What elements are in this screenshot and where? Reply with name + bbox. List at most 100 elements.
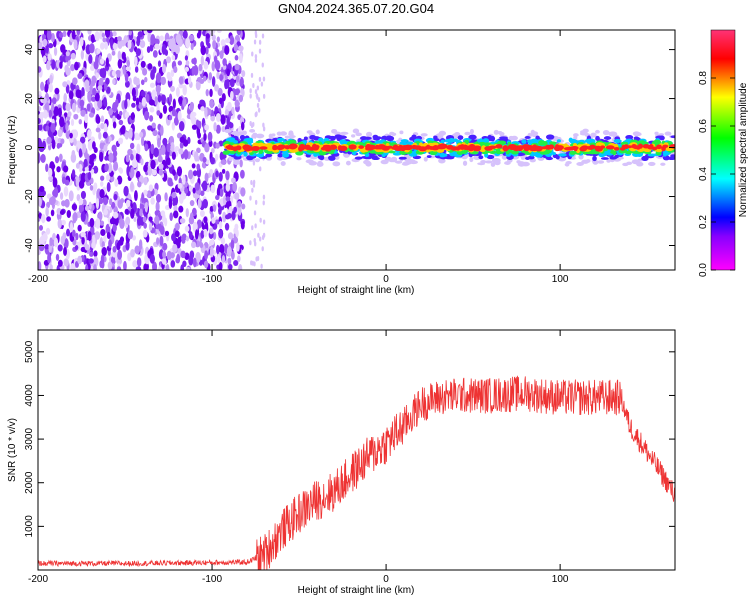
noise-cell bbox=[231, 106, 235, 115]
noise-cell bbox=[190, 42, 194, 51]
signal-cell bbox=[416, 138, 422, 142]
noise-cell bbox=[136, 257, 142, 267]
signal-cell bbox=[517, 153, 523, 157]
noise-cell bbox=[104, 41, 109, 50]
signal-cell bbox=[501, 154, 508, 160]
signal-cell bbox=[446, 155, 455, 160]
signal-cell bbox=[521, 161, 530, 167]
noise-cell bbox=[203, 228, 208, 238]
noise-cell bbox=[249, 195, 252, 201]
noise-cell bbox=[205, 89, 209, 97]
noise-cell bbox=[178, 120, 185, 132]
signal-cell bbox=[660, 162, 666, 166]
noise-cell bbox=[192, 257, 197, 268]
signal-cell bbox=[348, 144, 357, 150]
noise-cell bbox=[72, 77, 78, 85]
signal-cell bbox=[338, 147, 347, 151]
noise-cell bbox=[181, 238, 186, 244]
signal-cell bbox=[446, 145, 454, 150]
noise-cell bbox=[230, 239, 235, 250]
noise-cell bbox=[112, 78, 116, 85]
noise-cell bbox=[254, 33, 258, 39]
noise-cell bbox=[130, 248, 135, 258]
signal-cell bbox=[222, 150, 230, 155]
signal-cell bbox=[568, 146, 575, 151]
signal-cell bbox=[328, 135, 337, 140]
signal-cell bbox=[510, 135, 518, 141]
noise-cell bbox=[257, 232, 260, 238]
signal-cell bbox=[491, 157, 501, 164]
signal-cell bbox=[670, 135, 675, 139]
noise-cell bbox=[124, 131, 129, 140]
noise-cell bbox=[48, 43, 54, 49]
noise-cell bbox=[198, 30, 202, 37]
signal-cell bbox=[507, 149, 514, 153]
noise-cell bbox=[225, 37, 231, 44]
snr-frame bbox=[37, 329, 676, 571]
noise-cell bbox=[197, 132, 202, 139]
signal-cell bbox=[573, 133, 579, 137]
noise-cell bbox=[62, 81, 68, 88]
noise-cell bbox=[216, 71, 220, 80]
noise-cell bbox=[53, 187, 59, 198]
noise-cell bbox=[87, 230, 92, 242]
noise-cell bbox=[157, 266, 162, 270]
signal-cell bbox=[428, 146, 434, 150]
noise-cell bbox=[192, 187, 196, 194]
noise-cell bbox=[204, 107, 208, 118]
noise-cell bbox=[64, 179, 70, 186]
noise-cell bbox=[200, 190, 205, 197]
noise-cell bbox=[78, 203, 85, 214]
noise-cell bbox=[196, 163, 201, 171]
noise-cell bbox=[134, 66, 139, 73]
noise-cell bbox=[152, 50, 158, 58]
signal-cell bbox=[355, 132, 362, 137]
noise-cell bbox=[240, 220, 245, 230]
noise-cell bbox=[219, 188, 224, 197]
noise-cell bbox=[92, 141, 96, 150]
noise-cell bbox=[140, 90, 146, 97]
noise-cell bbox=[251, 187, 254, 193]
noise-cell bbox=[57, 259, 63, 267]
noise-cell bbox=[87, 129, 92, 140]
signal-cell bbox=[366, 131, 373, 137]
noise-cell bbox=[81, 236, 85, 245]
noise-cell bbox=[113, 193, 118, 201]
noise-cell bbox=[195, 251, 201, 263]
noise-cell bbox=[139, 40, 146, 49]
noise-cell bbox=[220, 114, 226, 125]
noise-cell bbox=[89, 251, 94, 257]
noise-cell bbox=[60, 44, 66, 53]
noise-cell bbox=[149, 99, 155, 106]
noise-cell bbox=[127, 148, 133, 156]
noise-cell bbox=[76, 211, 81, 219]
noise-cell bbox=[150, 69, 155, 81]
noise-cell bbox=[100, 180, 104, 187]
noise-cell bbox=[101, 67, 107, 79]
noise-cell bbox=[45, 43, 49, 54]
noise-cell bbox=[80, 211, 86, 223]
noise-cell bbox=[240, 187, 246, 197]
noise-cell bbox=[100, 254, 105, 265]
signal-cell bbox=[609, 150, 617, 154]
noise-cell bbox=[124, 111, 130, 119]
signal-cell bbox=[659, 135, 665, 141]
noise-cell bbox=[144, 201, 148, 213]
signal-cell bbox=[468, 134, 477, 140]
noise-cell bbox=[118, 119, 124, 126]
noise-cell bbox=[139, 131, 144, 138]
noise-cell bbox=[59, 209, 65, 216]
noise-cell bbox=[79, 36, 84, 47]
noise-cell bbox=[59, 153, 63, 163]
y-tick-label: 2000 bbox=[24, 471, 35, 494]
noise-cell bbox=[124, 208, 129, 215]
noise-cell bbox=[203, 60, 209, 70]
noise-cell bbox=[92, 87, 97, 96]
noise-cell bbox=[214, 60, 221, 71]
signal-cell bbox=[585, 159, 591, 163]
signal-cell bbox=[578, 154, 584, 160]
noise-cell bbox=[63, 165, 69, 173]
noise-cell bbox=[252, 121, 255, 127]
noise-cell bbox=[109, 175, 115, 183]
noise-cell bbox=[85, 264, 89, 270]
